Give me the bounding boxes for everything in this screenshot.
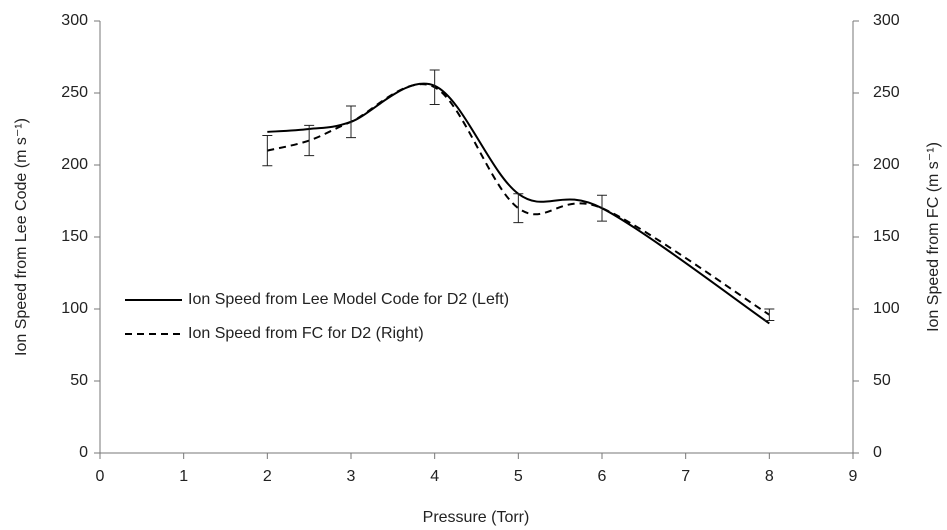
x-tick-label: 7 [681,468,690,485]
error-bar [597,194,607,222]
error-bar [513,193,524,224]
x-tick-label: 5 [514,468,523,485]
y-tick-label: 0 [79,444,88,461]
x-tick-label: 0 [96,468,105,485]
y2-tick-label: 50 [873,372,891,389]
y2-tick-label: 300 [873,12,900,29]
error-bar [304,124,315,157]
y2-tick-label: 0 [873,444,882,461]
y2-axis-title: Ion Speed from FC (m s⁻¹) [925,142,942,332]
y-tick-label: 100 [61,300,88,317]
y-tick-label: 250 [61,84,88,101]
x-tick-label: 8 [765,468,774,485]
x-tick-label: 1 [179,468,188,485]
error-bar [429,69,440,106]
x-axis-title: Pressure (Torr) [423,509,530,526]
legend-label: Ion Speed from FC for D2 (Right) [188,325,424,342]
legend-label: Ion Speed from Lee Model Code for D2 (Le… [188,291,509,308]
y2-tick-label: 150 [873,228,900,245]
y2-tick-label: 100 [873,300,900,317]
y-tick-label: 200 [61,156,88,173]
error-bar [262,134,273,167]
error-bar [346,105,356,139]
x-tick-label: 9 [849,468,858,485]
y-tick-label: 50 [70,372,88,389]
series-line [267,82,770,325]
y2-tick-label: 250 [873,84,900,101]
y2-tick-label: 200 [873,156,900,173]
x-tick-label: 3 [347,468,356,485]
y-tick-label: 300 [61,12,88,29]
series-line [267,83,770,316]
y-tick-label: 150 [61,228,88,245]
x-tick-label: 6 [598,468,607,485]
error-bar [764,308,775,322]
x-tick-label: 2 [263,468,272,485]
y-axis-title: Ion Speed from Lee Code (m s⁻¹) [13,118,30,356]
x-tick-label: 4 [430,468,439,485]
